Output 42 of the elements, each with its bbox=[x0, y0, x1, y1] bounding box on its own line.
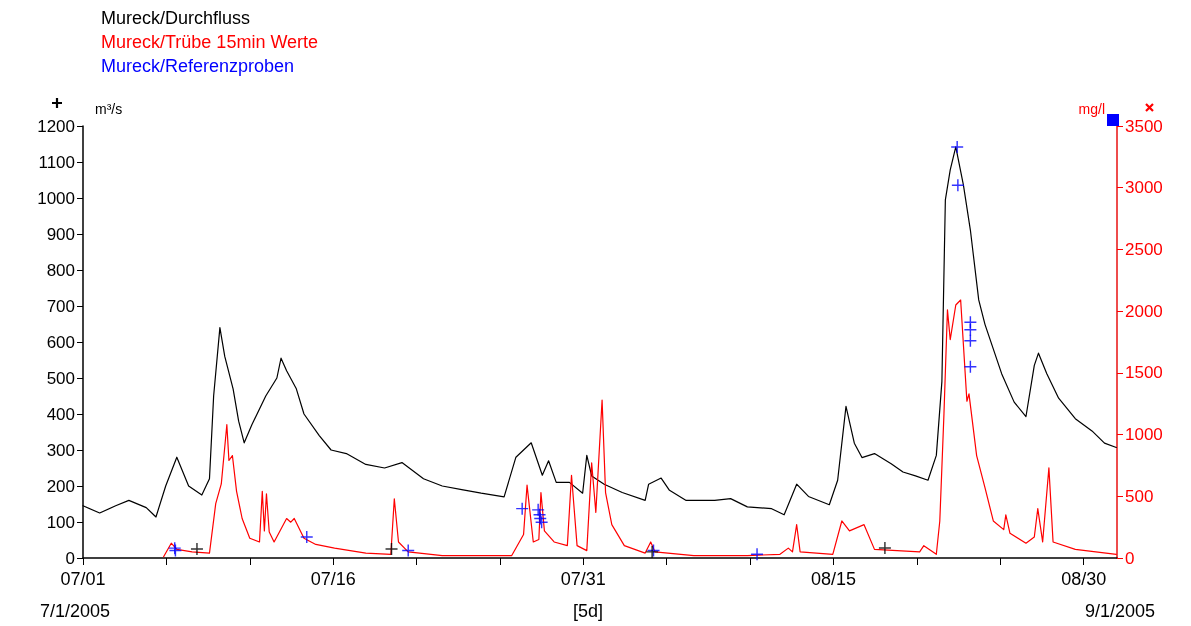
point bbox=[402, 544, 415, 557]
y2-tick-label: 3000 bbox=[1125, 178, 1163, 198]
y-tick-label: 100 bbox=[46, 512, 75, 532]
point bbox=[951, 140, 964, 153]
point bbox=[535, 516, 548, 529]
x-tick-label: 07/31 bbox=[560, 569, 606, 589]
point bbox=[751, 548, 764, 561]
line-series bbox=[163, 299, 1117, 558]
text: 9/1/2005 bbox=[1084, 601, 1156, 621]
x-tick-label: 08/30 bbox=[1061, 569, 1107, 589]
y-tick-label: 900 bbox=[46, 224, 75, 244]
y2-tick-label: 1500 bbox=[1125, 363, 1163, 383]
y-axis-title: m³/s bbox=[95, 101, 123, 117]
text: [5d] bbox=[573, 601, 604, 621]
y-tick-label: 0 bbox=[65, 548, 75, 568]
text: 7/1/2005 bbox=[40, 601, 111, 621]
y2-axis-title: mg/l bbox=[1078, 101, 1105, 117]
point bbox=[951, 179, 964, 192]
x-tick-label: 07/16 bbox=[310, 569, 356, 589]
y-tick-label: 1200 bbox=[37, 116, 75, 136]
y-tick-label: 1100 bbox=[38, 152, 75, 172]
y-tick-label: 1000 bbox=[37, 188, 75, 208]
y-tick-label: 600 bbox=[46, 332, 75, 352]
y-tick-label: 500 bbox=[46, 368, 75, 388]
point bbox=[516, 502, 529, 515]
y-tick-label: 300 bbox=[46, 440, 75, 460]
point bbox=[300, 531, 313, 544]
y2-tick-label: 500 bbox=[1125, 486, 1154, 506]
text: Mureck/Referenzproben bbox=[101, 56, 295, 76]
y-tick-label: 800 bbox=[46, 260, 75, 280]
y-tick-label: 700 bbox=[46, 296, 75, 316]
y2-tick-label: 0 bbox=[1125, 548, 1135, 568]
text: Mureck/Durchfluss bbox=[101, 8, 251, 28]
y-tick-label: 400 bbox=[46, 404, 75, 424]
y2-tick-label: 3500 bbox=[1125, 116, 1163, 136]
x-tick-label: 07/01 bbox=[60, 569, 106, 589]
y2-tick-label: 2500 bbox=[1125, 239, 1163, 259]
y2-tick-label: 1000 bbox=[1125, 425, 1163, 445]
text: Mureck/Trübe 15min Werte bbox=[101, 32, 319, 52]
y2-tick-label: 2000 bbox=[1125, 301, 1163, 321]
x-tick-label: 08/15 bbox=[810, 569, 857, 589]
y-tick-label: 200 bbox=[46, 476, 75, 496]
